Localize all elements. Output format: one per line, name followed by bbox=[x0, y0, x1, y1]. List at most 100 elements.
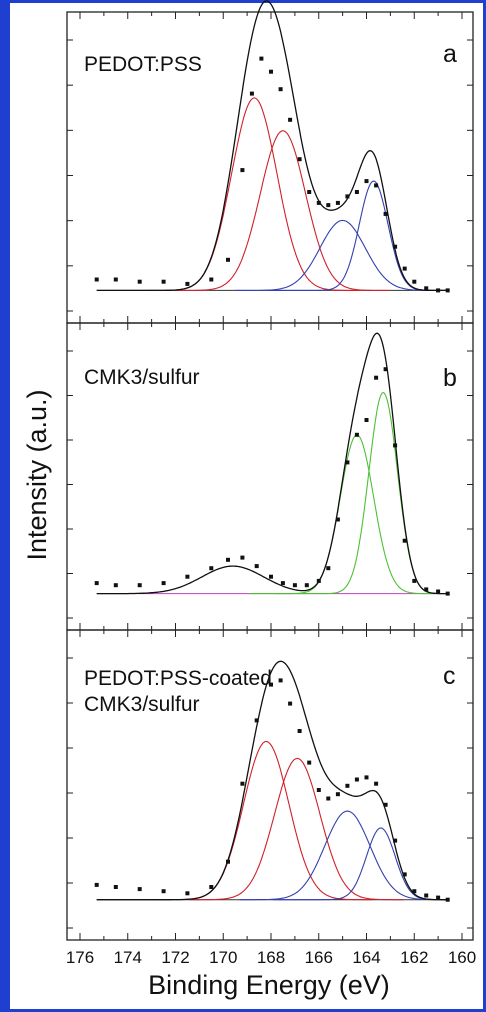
data-point bbox=[436, 288, 441, 293]
data-point bbox=[364, 775, 369, 780]
data-point bbox=[326, 203, 331, 208]
data-point bbox=[316, 200, 321, 205]
data-point bbox=[393, 838, 398, 843]
data-point bbox=[412, 279, 417, 284]
data-point bbox=[185, 281, 190, 286]
data-point bbox=[445, 897, 450, 902]
data-point bbox=[445, 591, 450, 596]
data-point bbox=[94, 882, 99, 887]
data-point bbox=[254, 718, 259, 723]
data-points bbox=[94, 56, 450, 902]
x-tick-label: 176 bbox=[66, 948, 94, 967]
data-point bbox=[393, 244, 398, 249]
fit-envelope bbox=[96, 0, 447, 292]
data-point bbox=[209, 277, 214, 282]
data-point bbox=[161, 279, 166, 284]
data-point bbox=[297, 729, 302, 733]
data-point bbox=[424, 893, 429, 898]
panel-b-label: b bbox=[443, 364, 457, 392]
y-axis-label: Intensity (a.u.) bbox=[22, 389, 52, 560]
data-point bbox=[137, 887, 142, 892]
data-point bbox=[364, 418, 369, 422]
data-point bbox=[161, 581, 166, 586]
x-tick-label: 174 bbox=[114, 948, 142, 967]
panel-c-title-line-2: CMK3/sulfur bbox=[84, 693, 200, 716]
data-point bbox=[335, 517, 340, 522]
x-tick-label: 166 bbox=[305, 948, 333, 967]
panel-a-title: PEDOT:PSS bbox=[84, 53, 202, 76]
data-point bbox=[383, 367, 388, 372]
x-tick-label: 172 bbox=[161, 948, 189, 967]
x-tick-label: 164 bbox=[352, 948, 380, 967]
fit-component-blue-4 bbox=[273, 827, 447, 901]
data-point bbox=[113, 583, 118, 588]
fit-envelope bbox=[96, 660, 447, 901]
axis-ticks: 176 174 172 170 168 166 164 162 160 bbox=[66, 12, 476, 967]
fit-envelope bbox=[96, 332, 447, 595]
data-point bbox=[374, 375, 379, 380]
fit-component-green-1 bbox=[249, 434, 447, 595]
fit-component-red-2 bbox=[189, 757, 404, 901]
data-point bbox=[304, 583, 309, 588]
data-point bbox=[94, 581, 99, 586]
data-point bbox=[326, 566, 331, 571]
data-point bbox=[374, 183, 379, 188]
data-point bbox=[137, 583, 142, 588]
x-tick-label: 168 bbox=[257, 948, 285, 967]
data-point bbox=[249, 91, 254, 96]
data-point bbox=[94, 277, 99, 282]
data-point bbox=[269, 69, 273, 74]
data-point bbox=[383, 802, 388, 807]
data-point bbox=[374, 781, 379, 786]
data-point bbox=[316, 788, 321, 792]
data-point bbox=[269, 682, 273, 687]
data-point bbox=[185, 574, 190, 579]
data-point bbox=[297, 157, 302, 162]
data-point bbox=[113, 885, 118, 889]
data-point bbox=[354, 432, 359, 437]
data-point bbox=[335, 792, 340, 797]
data-point bbox=[254, 564, 259, 569]
data-point bbox=[402, 872, 407, 877]
data-point bbox=[326, 796, 331, 801]
data-point bbox=[402, 538, 407, 543]
data-point bbox=[445, 288, 450, 293]
panel-c-title: PEDOT:PSS-coated CMK3/sulfur bbox=[84, 667, 278, 716]
data-point bbox=[278, 678, 283, 683]
data-point bbox=[292, 583, 297, 588]
data-point bbox=[307, 190, 312, 194]
data-point bbox=[436, 589, 441, 594]
data-point bbox=[240, 168, 245, 173]
data-point bbox=[364, 179, 369, 184]
data-point bbox=[345, 194, 350, 199]
data-point bbox=[278, 87, 283, 92]
data-point bbox=[412, 578, 417, 583]
data-point bbox=[345, 783, 350, 788]
data-point bbox=[288, 117, 293, 122]
panel-b-title: CMK3/sulfur bbox=[84, 366, 200, 389]
data-point bbox=[424, 587, 429, 592]
data-point bbox=[161, 889, 166, 894]
data-point bbox=[345, 460, 350, 465]
data-point bbox=[288, 701, 293, 706]
data-point bbox=[269, 574, 273, 579]
data-point bbox=[402, 266, 407, 271]
fit-component-blue-4 bbox=[266, 180, 447, 291]
panel-c-label: c bbox=[443, 662, 456, 690]
x-tick-label: 160 bbox=[448, 948, 476, 967]
data-point bbox=[226, 257, 230, 262]
fit-component-blue-3 bbox=[240, 810, 447, 901]
x-tick-label: 170 bbox=[209, 948, 237, 967]
data-point bbox=[393, 443, 398, 448]
data-point bbox=[383, 211, 388, 216]
data-point bbox=[307, 760, 312, 765]
data-point bbox=[226, 859, 230, 864]
data-point bbox=[113, 277, 118, 282]
x-tick-label: 162 bbox=[400, 948, 428, 967]
panel-c-title-line-1: PEDOT:PSS-coated bbox=[84, 667, 272, 690]
data-point bbox=[209, 566, 214, 571]
panel-c-frame bbox=[66, 629, 474, 941]
data-point bbox=[436, 895, 441, 900]
data-point bbox=[137, 279, 142, 284]
